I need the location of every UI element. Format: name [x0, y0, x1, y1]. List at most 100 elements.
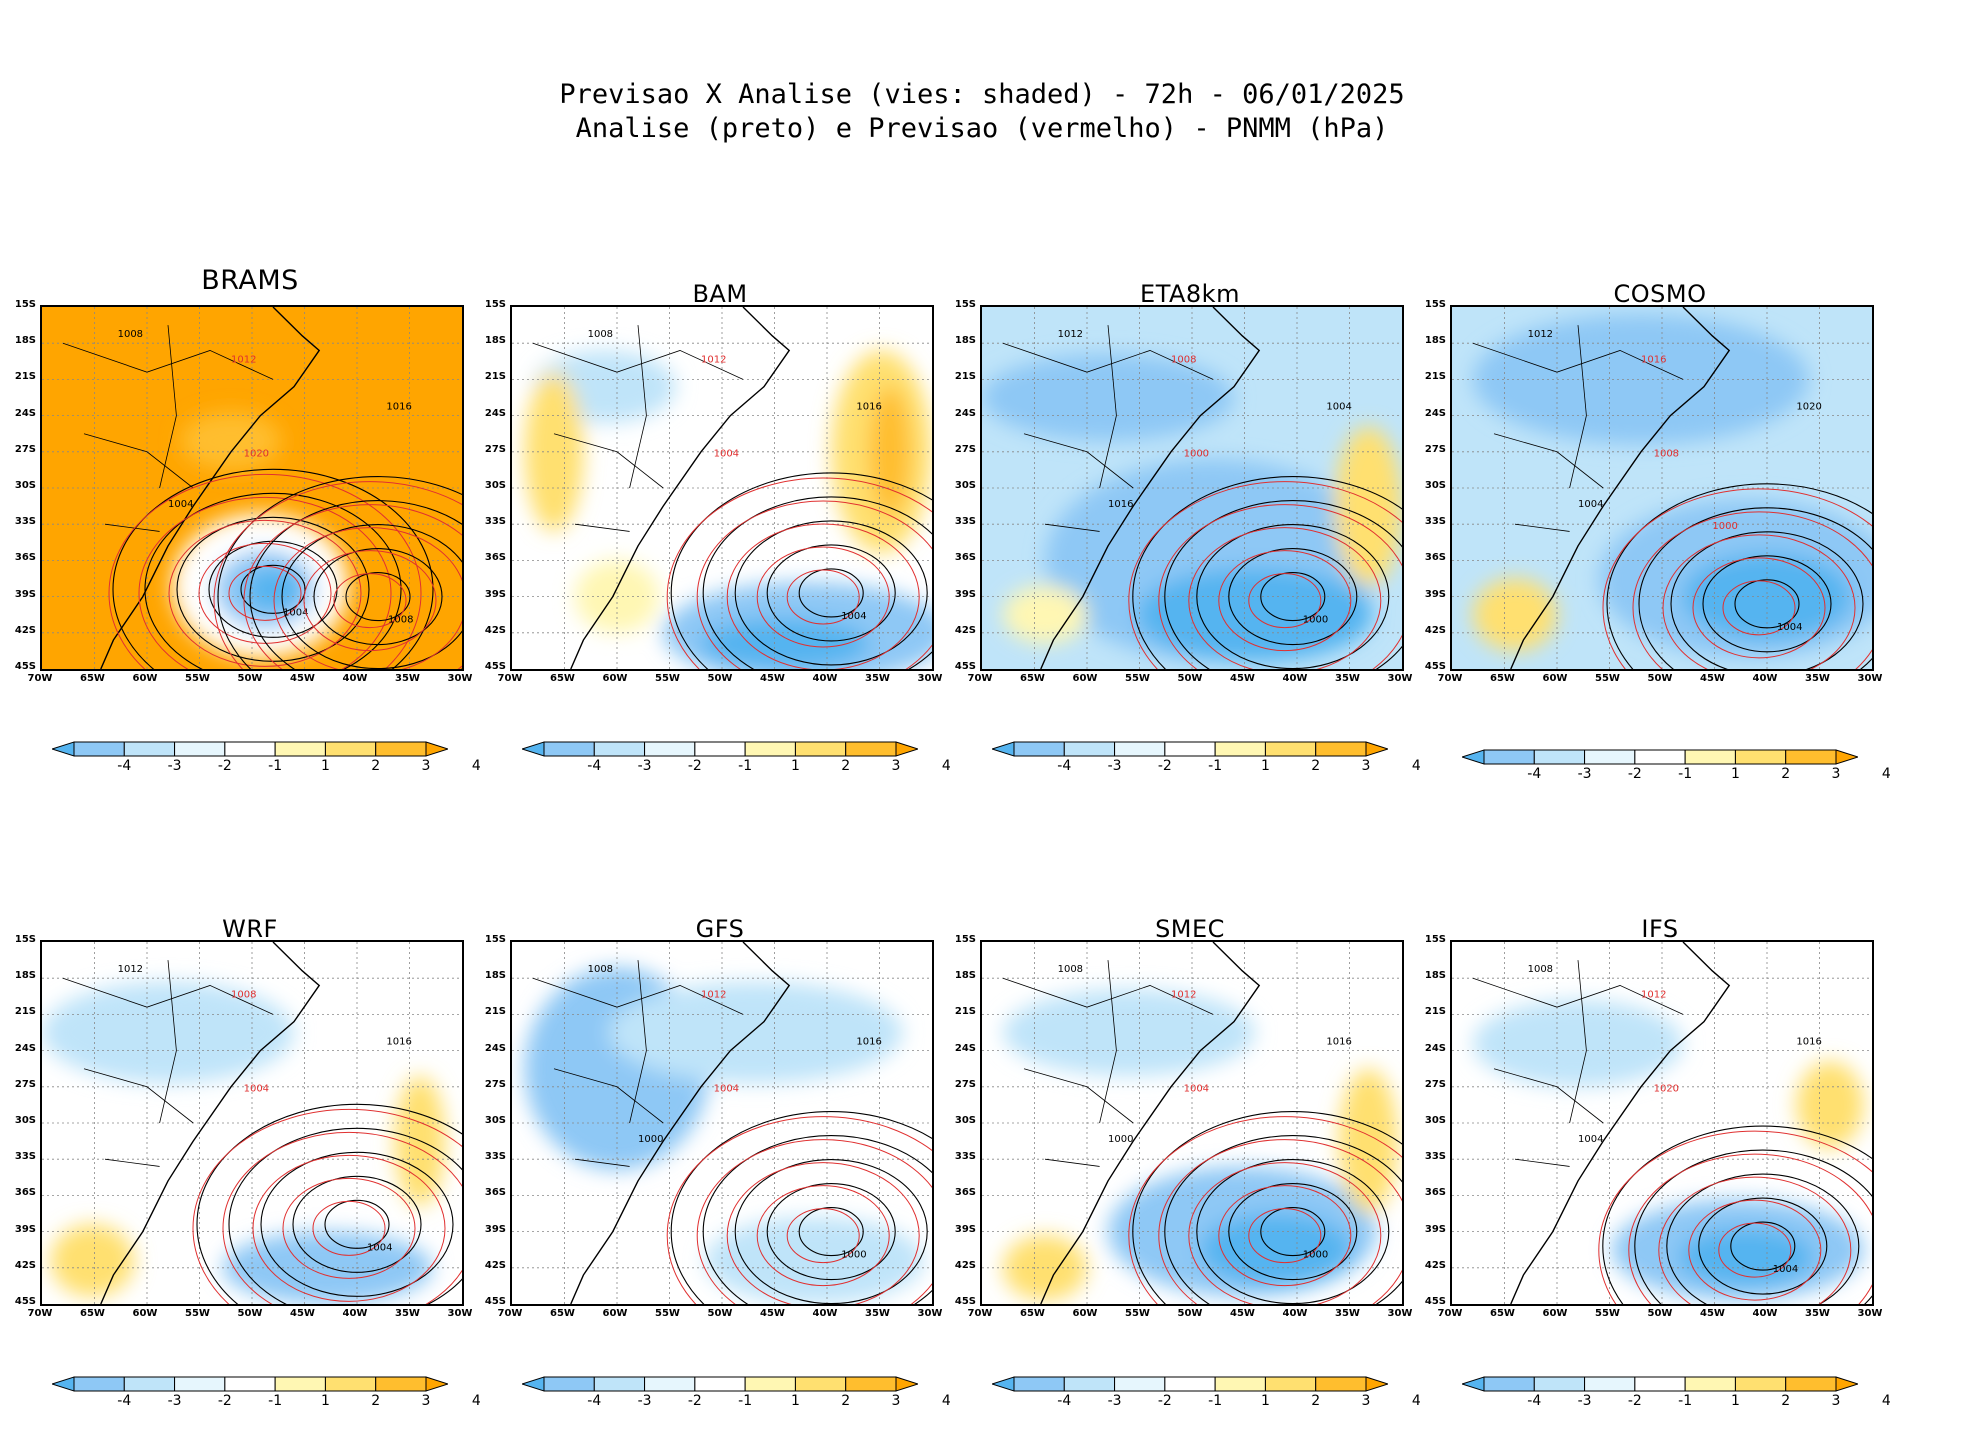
analysis-isobar	[702, 1135, 932, 1304]
latitude-tick: 30S	[1424, 1115, 1446, 1126]
analysis-isobar	[281, 524, 462, 669]
colorbar-label: 1	[790, 1393, 800, 1409]
colorbar-label: -4	[1527, 1393, 1542, 1409]
forecast-isobar	[1188, 527, 1382, 669]
colorbar-label: -1	[268, 758, 283, 774]
latitude-tick: 39S	[954, 1223, 976, 1235]
forecast-isobar	[252, 1154, 446, 1302]
country-border	[83, 1068, 194, 1124]
colorbar: -4 -3 -2 -1 1 2 3 4	[1462, 749, 1891, 787]
country-border	[532, 342, 744, 380]
isobar-label: 1004	[1326, 402, 1351, 413]
forecast-isobar	[1248, 573, 1322, 629]
longitude-tick: 50W	[237, 673, 263, 684]
latitude-tick: 15S	[484, 934, 506, 945]
isobar-label: 1004	[168, 499, 193, 510]
analysis-isobar	[144, 492, 402, 669]
anomaly-area	[1200, 1213, 1352, 1286]
colorbar-label: -3	[637, 758, 652, 774]
analysis-isobar	[1132, 476, 1402, 669]
colorbar-label: -2	[1627, 1393, 1642, 1409]
longitude-tick: 30W	[1857, 1308, 1883, 1319]
colorbar-segment	[274, 1376, 326, 1392]
colorbar-segment	[1584, 1376, 1636, 1392]
colorbar-segment	[1785, 749, 1837, 765]
longitude-tick: 70W	[967, 673, 993, 684]
colorbar-label: 3	[421, 758, 431, 774]
latitude-tick: 42S	[1424, 624, 1446, 636]
forecast-isobar	[222, 1131, 462, 1304]
country-border	[1493, 1068, 1604, 1124]
analysis-isobar	[196, 1103, 462, 1304]
longitude-tick: 70W	[27, 673, 53, 684]
forecast-isobar	[666, 477, 932, 669]
colorbar-segment	[895, 1376, 918, 1392]
latitude-tick: 45S	[484, 661, 506, 672]
latitude-tick: 15S	[14, 934, 36, 945]
colorbar-label: -4	[117, 758, 132, 774]
anomaly-area	[982, 354, 1234, 441]
colorbar-segment	[794, 1376, 847, 1392]
colorbar-segment	[543, 1376, 595, 1392]
panel-title: COSMO	[1613, 280, 1707, 308]
colorbar-segment	[52, 1376, 75, 1392]
country-border	[1002, 977, 1214, 1015]
colorbar-segment	[1533, 749, 1586, 765]
colorbar-segment	[123, 741, 176, 757]
longitude-tick: 45W	[760, 673, 785, 684]
colorbar-label: -4	[587, 758, 602, 774]
colorbar-segment	[174, 741, 226, 757]
analysis-isobar	[1164, 1135, 1402, 1304]
colorbar-label: 2	[371, 758, 381, 774]
latitude-tick: 27S	[954, 443, 976, 455]
latitude-tick: 18S	[954, 970, 976, 982]
colorbar-segment	[224, 741, 276, 757]
coastline	[570, 942, 791, 1304]
anomaly-area	[180, 411, 282, 470]
analysis-isobar	[702, 496, 932, 669]
map-frame: 1000 1008 1012 1016 1004 1000	[980, 940, 1404, 1306]
country-border	[1099, 325, 1117, 489]
longitude-tick: 60W	[1072, 1308, 1098, 1319]
isobar-label: 1016	[1641, 354, 1666, 365]
country-border	[532, 977, 744, 1015]
forecast-isobar	[1248, 1208, 1322, 1264]
colorbar-label: 2	[1781, 766, 1791, 782]
map-frame: 1000 1012 1008 1004 1000 1016	[980, 305, 1404, 671]
colorbar-label: 2	[1311, 758, 1321, 774]
isobar-label: 1008	[1528, 964, 1553, 975]
colorbar-label: -2	[217, 758, 232, 774]
longitude-tick: 55W	[655, 1308, 680, 1319]
colorbar-label: 1	[1730, 766, 1740, 782]
forecast-isobar	[1158, 1139, 1402, 1304]
isobar-label: 1004	[1578, 1134, 1603, 1145]
forecast-isobar	[282, 1177, 416, 1279]
isobar-label: 1000	[638, 1134, 663, 1145]
country-border	[1044, 1158, 1100, 1167]
latitude-tick: 15S	[14, 299, 36, 310]
latitude-tick: 42S	[1424, 1259, 1446, 1271]
longitude-tick: 45W	[1700, 1308, 1725, 1319]
longitude-tick: 65W	[550, 1308, 575, 1319]
isobar-label: 1016	[386, 402, 411, 413]
latitude-tick: 24S	[1424, 1042, 1446, 1054]
longitude-tick: 40W	[1282, 1308, 1308, 1319]
forecast-isobar	[726, 523, 920, 669]
latitude-tick: 42S	[954, 624, 976, 636]
colorbar-segment	[744, 741, 796, 757]
country-border	[83, 433, 194, 489]
latitude-tick: 30S	[954, 480, 976, 491]
forecast-isobar	[1658, 1176, 1852, 1304]
latitude-tick: 18S	[1424, 335, 1446, 347]
forecast-isobar	[1692, 557, 1826, 659]
latitude-tick: 42S	[484, 624, 506, 636]
forecast-isobar	[1218, 550, 1352, 652]
longitude-tick: 35W	[865, 1308, 890, 1319]
longitude-tick: 40W	[1752, 673, 1778, 684]
forecast-isobar	[333, 573, 407, 629]
country-border	[159, 960, 177, 1124]
colorbar-svg	[1462, 749, 1858, 765]
colorbar-segment	[123, 1376, 176, 1392]
colorbar-label: -4	[1527, 766, 1542, 782]
analysis-isobar	[1228, 548, 1358, 646]
